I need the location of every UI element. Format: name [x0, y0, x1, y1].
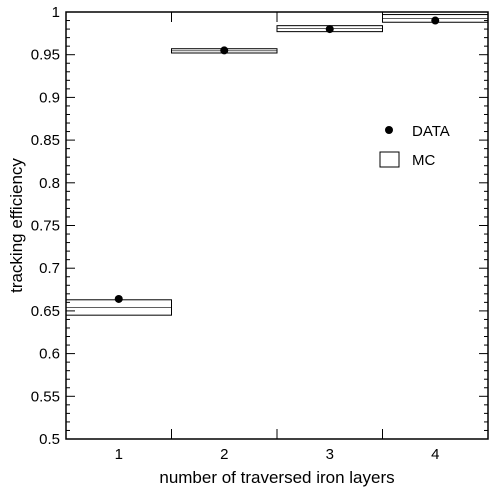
x-tick-label: 2 [220, 446, 228, 463]
y-tick-label: 0.9 [39, 89, 60, 106]
y-tick-label: 0.95 [31, 47, 60, 64]
legend-mc-label: MC [412, 152, 435, 169]
legend-data-marker [385, 126, 393, 134]
plot-frame [65, 11, 489, 440]
data-series-layer [114, 16, 440, 303]
legend-mc-marker [379, 151, 400, 168]
tick-marks [66, 11, 488, 440]
y-tick-label: 0.55 [31, 388, 60, 405]
y-tick-label: 1 [52, 4, 60, 21]
y-tick-label: 0.65 [31, 303, 60, 320]
x-tick-label: 4 [431, 446, 439, 463]
y-axis-label: tracking efficiency [7, 158, 26, 293]
y-tick-label: 0.85 [31, 132, 60, 149]
x-tick-label: 3 [326, 446, 334, 463]
data-point [114, 294, 123, 303]
data-point [325, 25, 334, 34]
x-tick-labels: 1 2 3 4 [115, 446, 440, 463]
y-tick-label: 0.5 [39, 431, 60, 448]
x-axis-label: number of traversed iron layers [159, 468, 394, 487]
data-point [431, 16, 440, 25]
data-point [220, 46, 229, 55]
legend: DATA MC [379, 123, 450, 169]
y-tick-label: 0.8 [39, 175, 60, 192]
x-tick-label: 1 [115, 446, 123, 463]
y-tick-label: 0.75 [31, 218, 60, 235]
y-tick-labels: 0.5 0.55 0.6 0.65 0.7 0.75 0.8 0.85 0.9 0.95 1 [31, 4, 60, 448]
y-tick-label: 0.6 [39, 346, 60, 363]
legend-data-label: DATA [412, 123, 450, 140]
y-tick-label: 0.7 [39, 260, 60, 277]
